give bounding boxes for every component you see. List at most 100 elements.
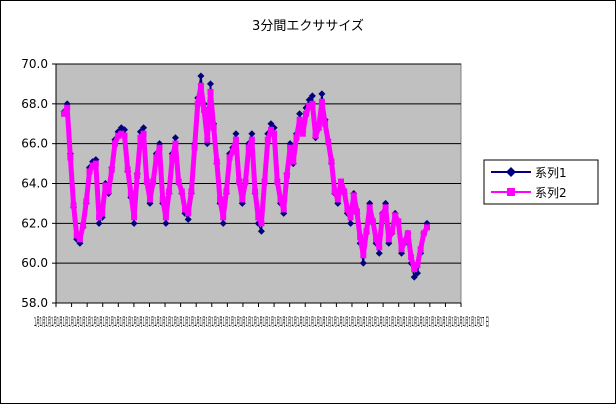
series-2-point xyxy=(226,154,233,161)
series-2-point xyxy=(248,136,255,143)
series-1-point xyxy=(267,120,275,128)
legend-box xyxy=(483,159,599,205)
series-2-point xyxy=(331,188,338,195)
series-1-point xyxy=(308,92,316,100)
series-2-point xyxy=(382,204,389,211)
series-2-point xyxy=(290,158,297,165)
series-1-point xyxy=(130,219,138,227)
series-2-point xyxy=(315,124,322,131)
series-2-point xyxy=(83,198,90,205)
series-2-point xyxy=(357,234,364,241)
series-2-point xyxy=(287,144,294,151)
series-2-point xyxy=(217,196,224,203)
chart-title: 3分間エクササイズ xyxy=(252,18,364,34)
series-2-point xyxy=(388,228,395,235)
series-2-point xyxy=(417,246,424,253)
series-2-point xyxy=(153,154,160,161)
series-2-point xyxy=(283,172,290,179)
series-2-point xyxy=(89,162,96,169)
series-2-point xyxy=(379,212,386,219)
series-2-point xyxy=(420,230,427,237)
series-2-point xyxy=(102,182,109,189)
series-1-point xyxy=(162,219,170,227)
series-2-point xyxy=(207,88,214,95)
series-2-point xyxy=(376,244,383,251)
series-1-point xyxy=(184,215,192,223)
series-1-point xyxy=(206,80,214,88)
series-2-point xyxy=(213,158,220,165)
series-2-point xyxy=(111,140,118,147)
series-2-point xyxy=(401,238,408,245)
series-2-point xyxy=(325,138,332,145)
series-1-point xyxy=(318,90,326,98)
series-1-point xyxy=(347,219,355,227)
series-2-point xyxy=(277,196,284,203)
series-2-point xyxy=(341,188,348,195)
y-tick-label: 60.0 xyxy=(21,256,48,270)
series-1-point xyxy=(117,124,125,132)
series-2-point xyxy=(366,204,373,211)
series-2-point xyxy=(312,132,319,139)
series-2-point xyxy=(80,222,87,229)
series-2-point xyxy=(96,214,103,221)
series-1-point xyxy=(375,249,383,257)
legend-marker-series-2 xyxy=(507,188,515,196)
series-1-point xyxy=(270,124,278,132)
series-2-point xyxy=(261,178,268,185)
y-tick-label: 64.0 xyxy=(21,177,48,191)
series-2-point xyxy=(223,188,230,195)
series-2-point xyxy=(134,172,141,179)
series-2-point xyxy=(296,116,303,123)
series-1-point xyxy=(95,219,103,227)
series-2-point xyxy=(338,178,345,185)
series-2-point xyxy=(159,196,166,203)
series-2-point xyxy=(185,210,192,217)
series-2-point xyxy=(245,144,252,151)
legend-label-series-2: 系列2 xyxy=(535,186,567,200)
series-2-point xyxy=(347,214,354,221)
series-2-point xyxy=(255,214,262,221)
series-2-point xyxy=(414,262,421,269)
series-2-point xyxy=(350,192,357,199)
series-2-point xyxy=(369,218,376,225)
series-1-point xyxy=(257,227,265,235)
series-2-point xyxy=(395,218,402,225)
y-tick-label: 70.0 xyxy=(21,57,48,71)
series-2-point xyxy=(264,136,271,143)
series-2-point xyxy=(156,144,163,151)
series-2-point xyxy=(220,214,227,221)
series-2-point xyxy=(258,220,265,227)
y-tick-label: 62.0 xyxy=(21,216,48,230)
series-2-point xyxy=(232,136,239,143)
series-2-point xyxy=(121,132,128,139)
series-1-point xyxy=(410,273,418,281)
series-2-point xyxy=(99,210,106,217)
series-2-point xyxy=(293,134,300,141)
series-2-point xyxy=(299,130,306,137)
series-2-point xyxy=(373,236,380,243)
series-2-point xyxy=(204,136,211,143)
series-2-point xyxy=(92,160,99,167)
series-2-point xyxy=(194,100,201,107)
series-2-point xyxy=(166,188,173,195)
series-2-point xyxy=(328,158,335,165)
series-2-point xyxy=(146,196,153,203)
series-2-point xyxy=(105,188,112,195)
series-1-point xyxy=(359,259,367,267)
series-2-point xyxy=(280,206,287,213)
series-2-point xyxy=(175,178,182,185)
x-axis-tick-labels: 1月1月1月1月1月1月1月1月1月1月1月1月1月1月1月1月1月1月1月1月… xyxy=(34,315,489,329)
series-2-point xyxy=(64,104,71,111)
series-2-point xyxy=(236,178,243,185)
series-2-point xyxy=(178,188,185,195)
legend-label-series-1: 系列1 xyxy=(535,166,567,180)
series-2-point xyxy=(137,134,144,141)
series-2-point xyxy=(197,82,204,89)
series-1-point xyxy=(197,72,205,80)
series-2-point xyxy=(252,188,259,195)
series-2-point xyxy=(61,110,67,117)
series-2-point xyxy=(118,130,125,137)
series-2-point xyxy=(309,100,316,107)
series-2-point xyxy=(408,254,415,261)
